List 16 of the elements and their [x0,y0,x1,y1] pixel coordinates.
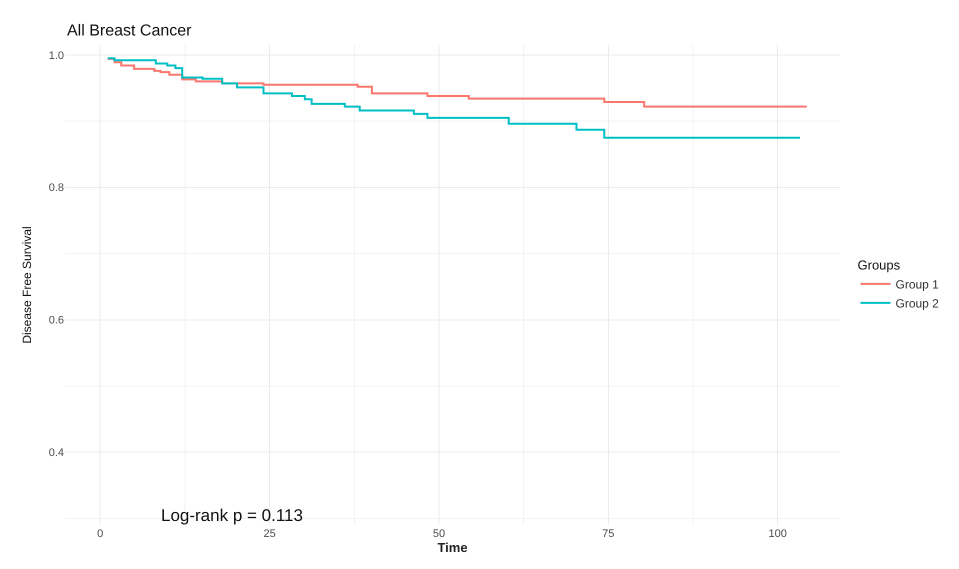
legend-title: Groups [858,257,901,272]
x-tick-label: 100 [768,528,787,540]
x-tick-label: 75 [602,528,614,540]
x-tick-label: 50 [432,528,446,540]
x-axis-title: Time [437,540,468,555]
chart-title: All Breast Cancer [67,22,192,40]
y-tick-label: 0.8 [48,182,64,194]
x-tick-label: 25 [263,528,276,540]
y-axis-title: Disease Free Survival [20,226,34,344]
y-tick-label: 0.4 [48,447,64,460]
x-tick-label: 0 [97,528,104,540]
y-tick-label: 0.6 [48,314,64,327]
legend-label: Group 2 [896,296,940,311]
legend-label: Group 1 [896,278,940,292]
y-tick-label: 1.0 [48,50,64,62]
annotation: Log-rank p = 0.113 [161,506,303,525]
